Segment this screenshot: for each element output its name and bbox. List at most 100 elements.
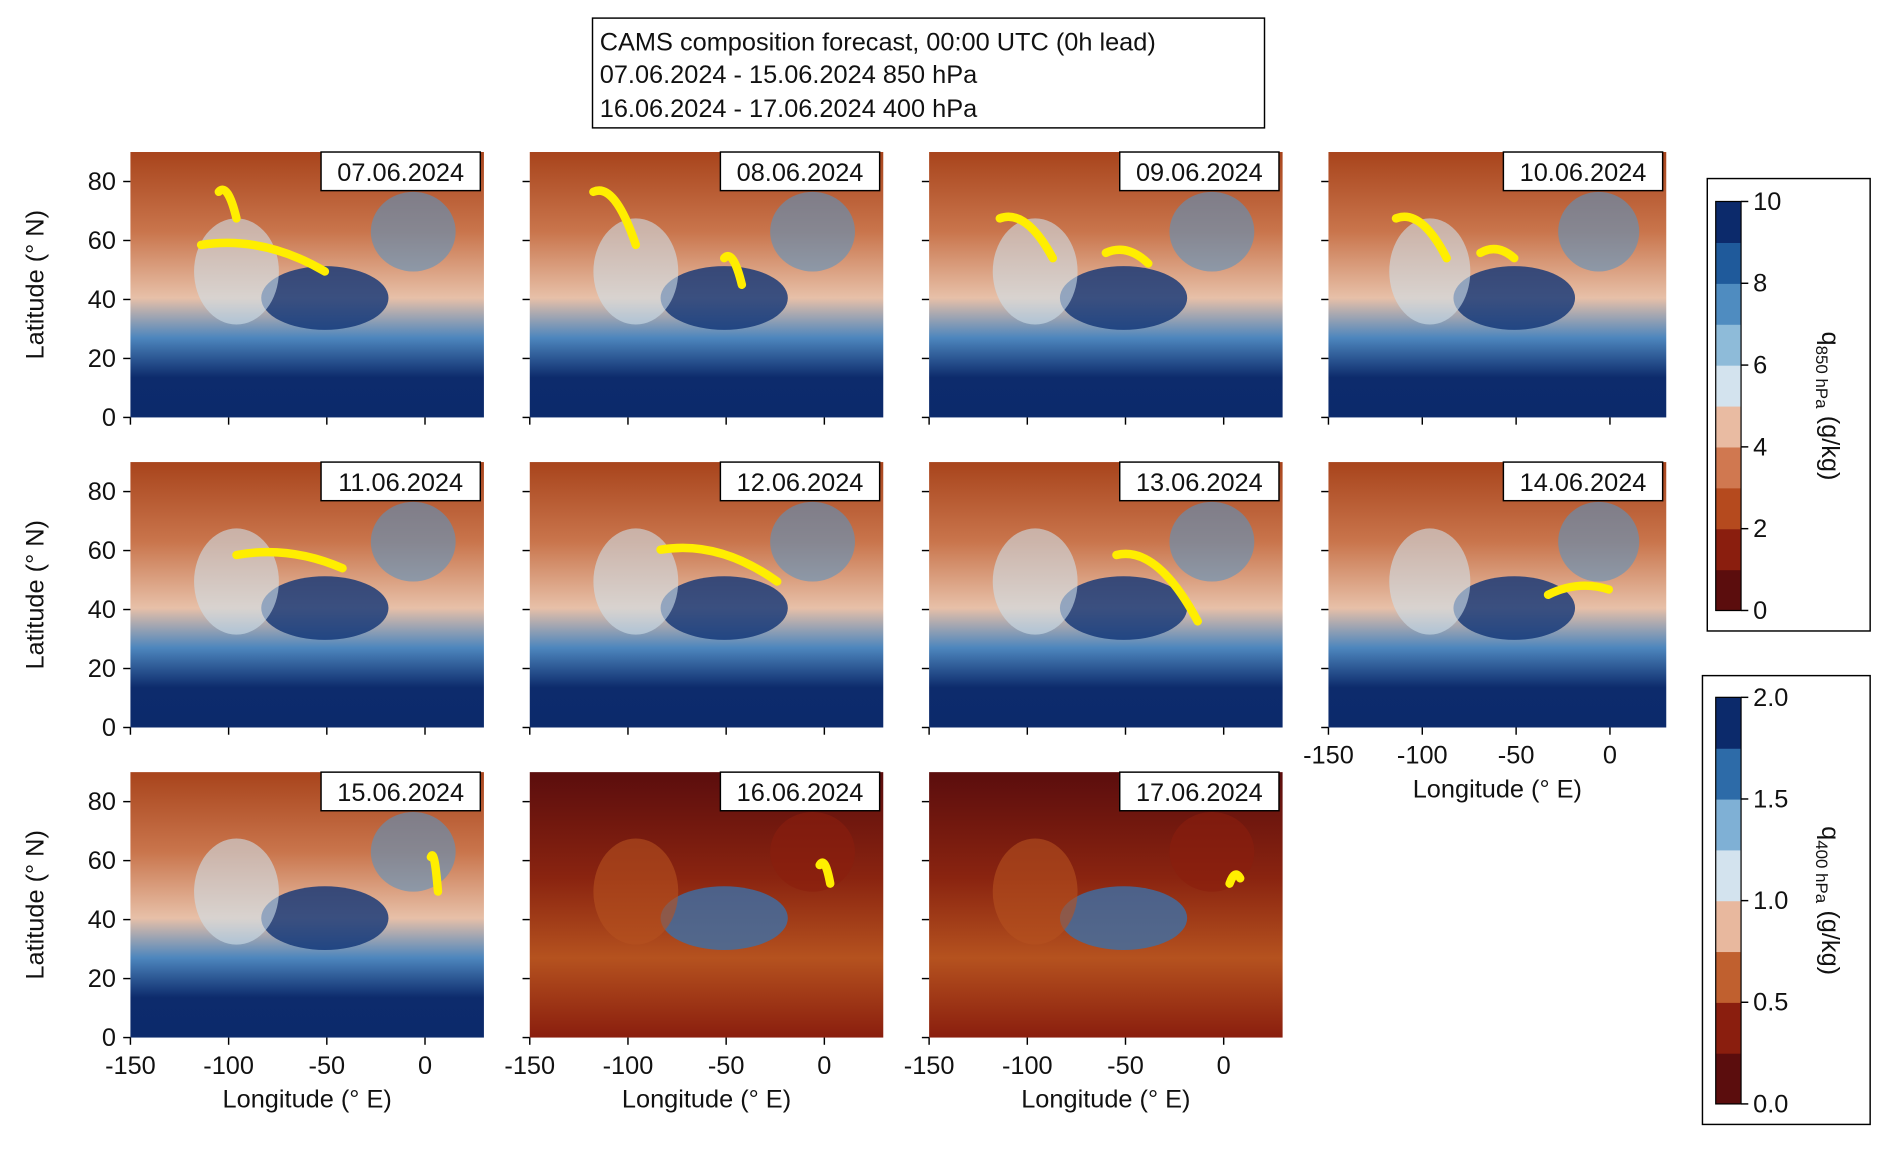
x-tick-label: -100 xyxy=(203,1052,254,1080)
trajectory xyxy=(1476,244,1519,263)
map-feature xyxy=(1059,576,1188,640)
colorbar-band xyxy=(1715,798,1742,851)
y-tick-label: 40 xyxy=(88,906,116,934)
colorbar-tick-label: 8 xyxy=(1753,270,1767,298)
colorbar-outline xyxy=(1715,200,1742,612)
y-tick-label: 20 xyxy=(88,965,116,993)
label-subscript: 400 hPa xyxy=(1812,840,1831,903)
label-symbol: q xyxy=(1816,826,1844,840)
y-tick-label: 80 xyxy=(88,788,116,816)
map-feature xyxy=(261,576,389,640)
colorbar-band xyxy=(1715,365,1742,407)
y-tick-label: 80 xyxy=(88,168,116,196)
colorbar-tick-label: 4 xyxy=(1753,433,1767,461)
panel-title: 15.06.2024 xyxy=(337,779,464,807)
trajectory xyxy=(1543,581,1614,600)
map-feature xyxy=(770,811,855,892)
x-tick-label: 0 xyxy=(1603,742,1617,770)
date-box xyxy=(1119,151,1280,192)
y-tick-label: 0 xyxy=(102,404,116,432)
map-feature xyxy=(194,838,279,945)
trajectory xyxy=(656,543,782,586)
x-axis-label: Longitude (° E) xyxy=(223,1086,392,1114)
date-box xyxy=(719,151,881,192)
trajectory xyxy=(995,212,1058,263)
panel-title: 08.06.2024 xyxy=(737,159,864,187)
colorbar-band xyxy=(1715,283,1742,325)
colorbar-band xyxy=(1715,951,1742,1003)
date-box xyxy=(719,461,881,502)
map-feature xyxy=(992,838,1078,945)
header-line: CAMS composition forecast, 00:00 UTC (0h… xyxy=(600,29,1156,57)
map-feature xyxy=(1389,218,1471,325)
map-feature xyxy=(660,266,788,330)
map-feature xyxy=(992,528,1078,635)
y-tick-label: 80 xyxy=(88,478,116,506)
map-feature xyxy=(593,218,679,325)
label-symbol: q xyxy=(1816,331,1844,345)
colorbar-tick-label: 0.0 xyxy=(1753,1090,1788,1118)
colorbar-label: q850 hPa (g/kg) xyxy=(1812,331,1844,480)
colorbar-band xyxy=(1715,1002,1742,1054)
x-tick-label: -50 xyxy=(708,1052,745,1080)
colorbar-tick-label: 2 xyxy=(1753,515,1767,543)
label-subscript: 850 hPa xyxy=(1812,346,1831,409)
map-feature xyxy=(1059,886,1188,950)
colorbar-band xyxy=(1715,201,1742,243)
panel-title: 11.06.2024 xyxy=(338,469,463,497)
colorbar-band xyxy=(1715,242,1742,284)
y-tick-label: 20 xyxy=(88,655,116,683)
date-box xyxy=(1502,151,1664,192)
map-feature xyxy=(1453,266,1576,330)
colorbar-tick-label: 10 xyxy=(1753,188,1781,216)
x-tick-label: -50 xyxy=(1107,1052,1144,1080)
map-feature xyxy=(770,191,855,272)
colorbar-band xyxy=(1715,528,1742,571)
colorbar-band xyxy=(1715,849,1742,902)
colorbar-band xyxy=(1715,748,1742,800)
colorbar-band xyxy=(1715,446,1742,489)
label-unit: (g/kg) xyxy=(1816,910,1844,975)
map-feature xyxy=(1169,191,1255,272)
x-tick-label: 0 xyxy=(1217,1052,1231,1080)
colorbar-band xyxy=(1715,1053,1742,1105)
x-tick-label: -150 xyxy=(105,1052,156,1080)
map-feature xyxy=(194,218,279,325)
map-feature xyxy=(261,266,389,330)
colorbar-band xyxy=(1715,697,1742,749)
y-axis-label: Latitude (° N) xyxy=(22,520,50,670)
map-feature xyxy=(660,576,788,640)
map-feature xyxy=(1169,501,1255,582)
x-tick-label: -150 xyxy=(504,1052,555,1080)
x-axis-label: Longitude (° E) xyxy=(622,1086,791,1114)
x-tick-label: 0 xyxy=(817,1052,831,1080)
map-feature xyxy=(660,886,788,950)
label-unit: (g/kg) xyxy=(1816,416,1844,481)
map-feature xyxy=(1558,501,1640,582)
colorbar-band xyxy=(1715,569,1742,612)
colorbar-band xyxy=(1715,487,1742,530)
y-tick-label: 60 xyxy=(88,227,116,255)
trajectory xyxy=(589,186,641,250)
map-feature xyxy=(194,528,279,635)
colorbar-tick-label: 0 xyxy=(1753,597,1767,625)
date-box xyxy=(719,771,881,812)
date-box xyxy=(1502,461,1664,502)
header-line: 16.06.2024 - 17.06.2024 400 hPa xyxy=(600,95,978,123)
x-tick-label: -100 xyxy=(1002,1052,1053,1080)
map-feature xyxy=(1059,266,1188,330)
colorbar-tick-label: 0.5 xyxy=(1753,989,1788,1017)
trajectory xyxy=(815,858,835,888)
trajectory xyxy=(1391,212,1451,263)
map-feature xyxy=(593,838,679,945)
x-tick-label: -100 xyxy=(603,1052,654,1080)
map-feature xyxy=(1558,191,1640,272)
map-feature xyxy=(992,218,1078,325)
panel-title: 16.06.2024 xyxy=(737,779,864,807)
x-axis-label: Longitude (° E) xyxy=(1413,775,1582,803)
y-tick-label: 40 xyxy=(88,596,116,624)
map-feature xyxy=(370,501,456,582)
x-tick-label: -150 xyxy=(904,1052,955,1080)
